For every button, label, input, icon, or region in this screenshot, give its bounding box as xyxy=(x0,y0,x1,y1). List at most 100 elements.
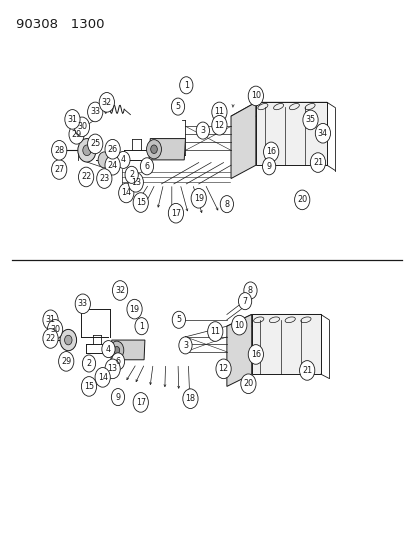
Text: 33: 33 xyxy=(90,108,100,116)
Circle shape xyxy=(262,158,275,175)
Circle shape xyxy=(99,93,114,112)
Circle shape xyxy=(105,156,120,175)
Circle shape xyxy=(133,393,148,412)
Circle shape xyxy=(127,300,142,319)
Text: 13: 13 xyxy=(131,178,140,187)
Circle shape xyxy=(248,86,263,106)
Text: 26: 26 xyxy=(107,145,117,154)
Circle shape xyxy=(60,329,76,351)
Circle shape xyxy=(238,293,251,310)
Text: 29: 29 xyxy=(71,130,81,139)
Text: 30: 30 xyxy=(77,123,87,131)
Text: 1: 1 xyxy=(139,322,144,330)
Text: 16: 16 xyxy=(266,148,275,156)
Circle shape xyxy=(102,341,115,358)
Text: 14: 14 xyxy=(121,189,131,197)
Circle shape xyxy=(112,281,127,300)
Circle shape xyxy=(172,311,185,328)
Polygon shape xyxy=(255,102,326,165)
Circle shape xyxy=(109,341,123,359)
Circle shape xyxy=(81,377,96,396)
Circle shape xyxy=(135,318,148,335)
Circle shape xyxy=(179,77,192,94)
Text: 6: 6 xyxy=(144,162,149,171)
Text: 3: 3 xyxy=(183,341,188,350)
Text: 15: 15 xyxy=(135,198,145,207)
Circle shape xyxy=(133,193,148,212)
Circle shape xyxy=(64,335,72,345)
Text: 12: 12 xyxy=(218,365,228,373)
Text: 23: 23 xyxy=(99,174,109,183)
Text: 28: 28 xyxy=(54,146,64,155)
Circle shape xyxy=(248,345,263,364)
Text: 16: 16 xyxy=(250,350,260,359)
Text: 19: 19 xyxy=(129,305,139,313)
Text: 17: 17 xyxy=(135,398,145,407)
Text: 15: 15 xyxy=(84,382,94,391)
Circle shape xyxy=(220,196,233,213)
Circle shape xyxy=(310,153,325,172)
Circle shape xyxy=(69,125,84,144)
Text: 10: 10 xyxy=(250,92,260,100)
Text: 33: 33 xyxy=(78,300,88,308)
Circle shape xyxy=(88,102,102,122)
Text: 22: 22 xyxy=(81,173,91,181)
Circle shape xyxy=(52,160,66,179)
Circle shape xyxy=(82,355,95,372)
Circle shape xyxy=(105,359,120,378)
Polygon shape xyxy=(251,314,320,374)
Circle shape xyxy=(98,152,110,168)
Polygon shape xyxy=(226,314,320,326)
Circle shape xyxy=(43,329,58,348)
Circle shape xyxy=(231,316,246,335)
Text: 10: 10 xyxy=(234,321,244,329)
Circle shape xyxy=(140,158,153,175)
Text: 5: 5 xyxy=(175,102,180,111)
Circle shape xyxy=(146,140,161,159)
Text: 31: 31 xyxy=(67,115,77,124)
Circle shape xyxy=(88,134,102,154)
Text: 32: 32 xyxy=(115,286,125,295)
Circle shape xyxy=(114,346,119,354)
Text: 9: 9 xyxy=(266,162,271,171)
Text: 11: 11 xyxy=(214,108,224,116)
Text: 21: 21 xyxy=(312,158,322,167)
Text: 4: 4 xyxy=(106,345,111,353)
Circle shape xyxy=(111,389,124,406)
Polygon shape xyxy=(230,102,326,116)
Circle shape xyxy=(97,169,112,188)
Circle shape xyxy=(43,310,58,329)
Circle shape xyxy=(59,352,74,371)
Circle shape xyxy=(240,374,255,393)
Circle shape xyxy=(315,124,330,143)
Text: 30: 30 xyxy=(50,325,60,334)
Text: 32: 32 xyxy=(102,98,112,107)
Text: 13: 13 xyxy=(107,365,117,373)
Text: 12: 12 xyxy=(214,121,224,130)
Text: 20: 20 xyxy=(243,379,253,388)
Text: 19: 19 xyxy=(193,194,203,203)
Text: 35: 35 xyxy=(305,116,315,124)
Text: 1: 1 xyxy=(183,81,188,90)
Circle shape xyxy=(111,353,124,370)
Circle shape xyxy=(191,189,206,208)
Circle shape xyxy=(65,110,80,129)
Circle shape xyxy=(119,183,133,203)
Circle shape xyxy=(47,320,62,339)
Circle shape xyxy=(78,139,96,162)
Circle shape xyxy=(125,166,138,183)
Text: 27: 27 xyxy=(54,165,64,174)
Polygon shape xyxy=(226,314,251,386)
Circle shape xyxy=(211,102,226,122)
Circle shape xyxy=(294,190,309,209)
Circle shape xyxy=(243,282,256,299)
Circle shape xyxy=(183,389,197,408)
Circle shape xyxy=(263,142,278,161)
Circle shape xyxy=(78,167,93,187)
Polygon shape xyxy=(230,102,255,179)
Text: 31: 31 xyxy=(45,316,55,324)
Polygon shape xyxy=(149,139,185,160)
Text: 9: 9 xyxy=(115,393,120,401)
Circle shape xyxy=(302,110,317,130)
Circle shape xyxy=(178,337,192,354)
